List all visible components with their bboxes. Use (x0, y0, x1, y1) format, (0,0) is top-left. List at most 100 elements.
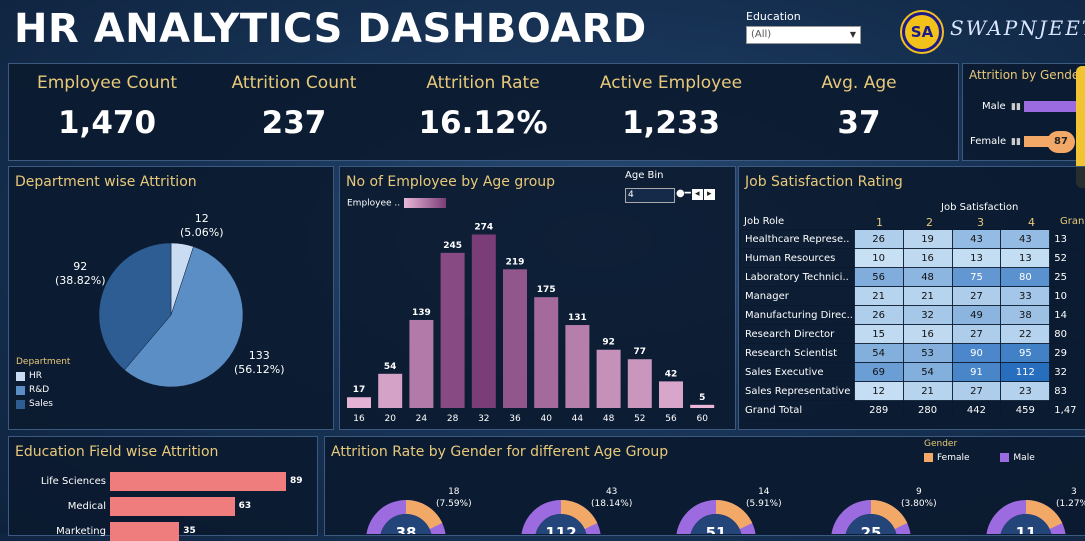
step-back-icon[interactable]: ◂ (691, 189, 703, 200)
satisfaction-cell[interactable]: 38 (1000, 305, 1051, 325)
satisfaction-cell[interactable]: 27 (951, 324, 1002, 344)
age-gender-title: Attrition Rate by Gender for different A… (331, 444, 669, 460)
donut-chart[interactable]: 38 (364, 498, 448, 534)
satisfaction-cell[interactable]: 16 (902, 324, 953, 344)
gender-legend: Gender Female Male (924, 439, 1035, 463)
bar-chart-icon: ▮▮ (1011, 102, 1021, 112)
satisfaction-cell[interactable]: 21 (902, 286, 953, 306)
satisfaction-cell[interactable]: 19 (902, 229, 953, 249)
age-bar-48[interactable] (596, 349, 621, 408)
satisfaction-cell[interactable]: 75 (951, 267, 1002, 287)
satisfaction-cell[interactable]: 91 (951, 362, 1002, 382)
table-row[interactable]: Laboratory Technici.. 56 48 75 80 25 (740, 267, 1085, 287)
satisfaction-cell[interactable]: 43 (1000, 229, 1051, 249)
education-filter: Education (All) ▼ (746, 10, 861, 44)
table-row[interactable]: Research Director 15 16 27 22 80 (740, 324, 1085, 344)
pie-label-pct: (5.06%) (180, 226, 224, 239)
satisfaction-cell[interactable]: 10 (853, 248, 904, 268)
donut-chart[interactable]: 11 (984, 498, 1068, 534)
satisfaction-cell[interactable]: 90 (951, 343, 1002, 363)
legend-item-rd[interactable]: R&D (16, 385, 70, 395)
education-field-bar[interactable] (110, 497, 235, 516)
satisfaction-cell[interactable]: 43 (951, 229, 1002, 249)
satisfaction-cell[interactable]: 56 (853, 267, 904, 287)
table-row[interactable]: Healthcare Represe.. 26 19 43 43 13 (740, 229, 1085, 249)
gender-male-bar[interactable] (1024, 101, 1085, 112)
satisfaction-cell[interactable]: 33 (1000, 286, 1051, 306)
age-bar-36[interactable] (503, 269, 527, 408)
table-row[interactable]: Sales Executive 69 54 91 112 32 (740, 362, 1085, 382)
age-bar-60[interactable] (690, 404, 715, 408)
age-bar-40[interactable] (534, 297, 559, 408)
satisfaction-cell[interactable]: 12 (853, 381, 904, 401)
satisfaction-cell[interactable]: 54 (853, 343, 904, 363)
satisfaction-cell[interactable]: 26 (853, 305, 904, 325)
kpi-value: 1,470 (57, 105, 157, 141)
gender-legend-title: Gender (924, 439, 958, 449)
age-bar-44[interactable] (565, 325, 590, 408)
table-row[interactable]: Sales Representative 12 21 27 23 83 (740, 381, 1085, 401)
satisfaction-cell[interactable]: 80 (1000, 267, 1051, 287)
donut-center-value: 38 (396, 524, 417, 534)
education-field-bar[interactable] (110, 472, 286, 491)
donut-ring-female[interactable] (560, 499, 598, 530)
satisfaction-cell[interactable]: 27 (951, 286, 1002, 306)
employee-legend-gradient (404, 198, 447, 208)
donut-ring-female[interactable] (870, 499, 908, 530)
satisfaction-cell[interactable]: 13 (1000, 248, 1051, 268)
grand-total-cell: 459 (1000, 400, 1051, 420)
education-filter-dropdown[interactable]: (All) ▼ (746, 26, 861, 44)
satisfaction-cell[interactable]: 32 (902, 305, 953, 325)
legend-item-female[interactable]: Female (924, 453, 970, 463)
satisfaction-cell[interactable]: 49 (951, 305, 1002, 325)
satisfaction-cell[interactable]: 15 (853, 324, 904, 344)
pie-label-rd: 133 (56.12%) (234, 349, 285, 377)
step-forward-icon[interactable]: ▸ (703, 189, 715, 200)
legend-item-sales[interactable]: Sales (16, 399, 70, 409)
satisfaction-cell[interactable]: 22 (1000, 324, 1051, 344)
donut-chart[interactable]: 25 (829, 498, 913, 534)
donut-center (1000, 514, 1052, 534)
donut-center (535, 514, 587, 534)
satisfaction-cell[interactable]: 54 (902, 362, 953, 382)
age-bar-24[interactable] (409, 319, 434, 408)
donut-label-count: 18 (448, 487, 460, 497)
satisfaction-cell[interactable]: 21 (902, 381, 953, 401)
education-field-bar[interactable] (110, 522, 180, 541)
pie-slice-sales[interactable] (98, 242, 172, 371)
satisfaction-cell[interactable]: 21 (853, 286, 904, 306)
legend-label: R&D (29, 385, 50, 395)
slider-icon[interactable]: ●━ (676, 188, 691, 199)
table-row[interactable]: Manager 21 21 27 33 10 (740, 286, 1085, 306)
age-bin-input[interactable]: 4 (625, 188, 675, 203)
satisfaction-cell[interactable]: 26 (853, 229, 904, 249)
table-row[interactable]: Human Resources 10 16 13 13 52 (740, 248, 1085, 268)
age-bar-32[interactable] (471, 234, 496, 408)
table-row[interactable]: Manufacturing Direc.. 26 32 49 38 14 (740, 305, 1085, 325)
donut-chart[interactable]: 51 (674, 498, 758, 534)
donut-ring-female[interactable] (715, 499, 753, 530)
age-bar-20[interactable] (378, 373, 403, 408)
satisfaction-cell[interactable]: 16 (902, 248, 953, 268)
side-tab[interactable] (1076, 66, 1085, 188)
donut-ring-female[interactable] (1025, 499, 1063, 530)
legend-item-hr[interactable]: HR (16, 371, 70, 381)
satisfaction-cell[interactable]: 23 (1000, 381, 1051, 401)
age-bar-56[interactable] (659, 381, 683, 408)
satisfaction-cell[interactable]: 95 (1000, 343, 1051, 363)
satisfaction-cell[interactable]: 53 (902, 343, 953, 363)
age-bar-28[interactable] (440, 252, 465, 408)
satisfaction-cell[interactable]: 48 (902, 267, 953, 287)
satisfaction-cell[interactable]: 13 (951, 248, 1002, 268)
donut-chart[interactable]: 112 (519, 498, 603, 534)
pie-slice-rd[interactable] (124, 246, 244, 388)
legend-item-male[interactable]: Male (1000, 453, 1035, 463)
age-axis-tick-label: 36 (509, 414, 521, 424)
donut-ring-female[interactable] (405, 499, 443, 530)
age-bar-52[interactable] (627, 359, 652, 408)
satisfaction-cell[interactable]: 69 (853, 362, 904, 382)
satisfaction-cell[interactable]: 112 (1000, 362, 1051, 382)
age-bar-16[interactable] (347, 397, 371, 408)
satisfaction-cell[interactable]: 27 (951, 381, 1002, 401)
table-row[interactable]: Research Scientist 54 53 90 95 29 (740, 343, 1085, 363)
